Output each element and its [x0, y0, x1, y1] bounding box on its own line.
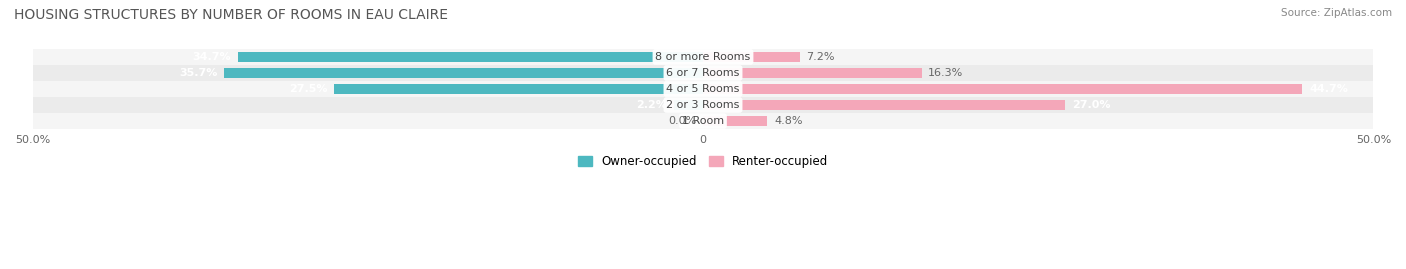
Bar	[32, 97, 1374, 113]
Text: 44.7%: 44.7%	[1309, 84, 1348, 94]
Text: 1 Room: 1 Room	[682, 116, 724, 126]
Text: 35.7%: 35.7%	[180, 68, 218, 78]
Text: 6 or 7 Rooms: 6 or 7 Rooms	[666, 68, 740, 78]
Text: 7.2%: 7.2%	[806, 52, 835, 62]
Bar	[703, 116, 768, 126]
Bar	[703, 52, 800, 62]
Bar	[703, 100, 1064, 110]
Bar	[32, 113, 1374, 129]
Text: 0.0%: 0.0%	[668, 116, 696, 126]
Bar	[335, 84, 703, 94]
Legend: Owner-occupied, Renter-occupied: Owner-occupied, Renter-occupied	[578, 155, 828, 168]
Bar	[32, 65, 1374, 81]
Text: Source: ZipAtlas.com: Source: ZipAtlas.com	[1281, 8, 1392, 18]
Bar	[225, 68, 703, 78]
Bar	[703, 68, 921, 78]
Text: HOUSING STRUCTURES BY NUMBER OF ROOMS IN EAU CLAIRE: HOUSING STRUCTURES BY NUMBER OF ROOMS IN…	[14, 8, 449, 22]
Bar	[673, 100, 703, 110]
Text: 27.5%: 27.5%	[290, 84, 328, 94]
Text: 27.0%: 27.0%	[1071, 100, 1111, 110]
Text: 34.7%: 34.7%	[193, 52, 231, 62]
Text: 2.2%: 2.2%	[636, 100, 666, 110]
Bar	[238, 52, 703, 62]
Text: 2 or 3 Rooms: 2 or 3 Rooms	[666, 100, 740, 110]
Text: 4.8%: 4.8%	[775, 116, 803, 126]
Text: 8 or more Rooms: 8 or more Rooms	[655, 52, 751, 62]
Text: 4 or 5 Rooms: 4 or 5 Rooms	[666, 84, 740, 94]
Bar	[32, 81, 1374, 97]
Bar	[32, 49, 1374, 65]
Text: 16.3%: 16.3%	[928, 68, 963, 78]
Bar	[703, 84, 1302, 94]
